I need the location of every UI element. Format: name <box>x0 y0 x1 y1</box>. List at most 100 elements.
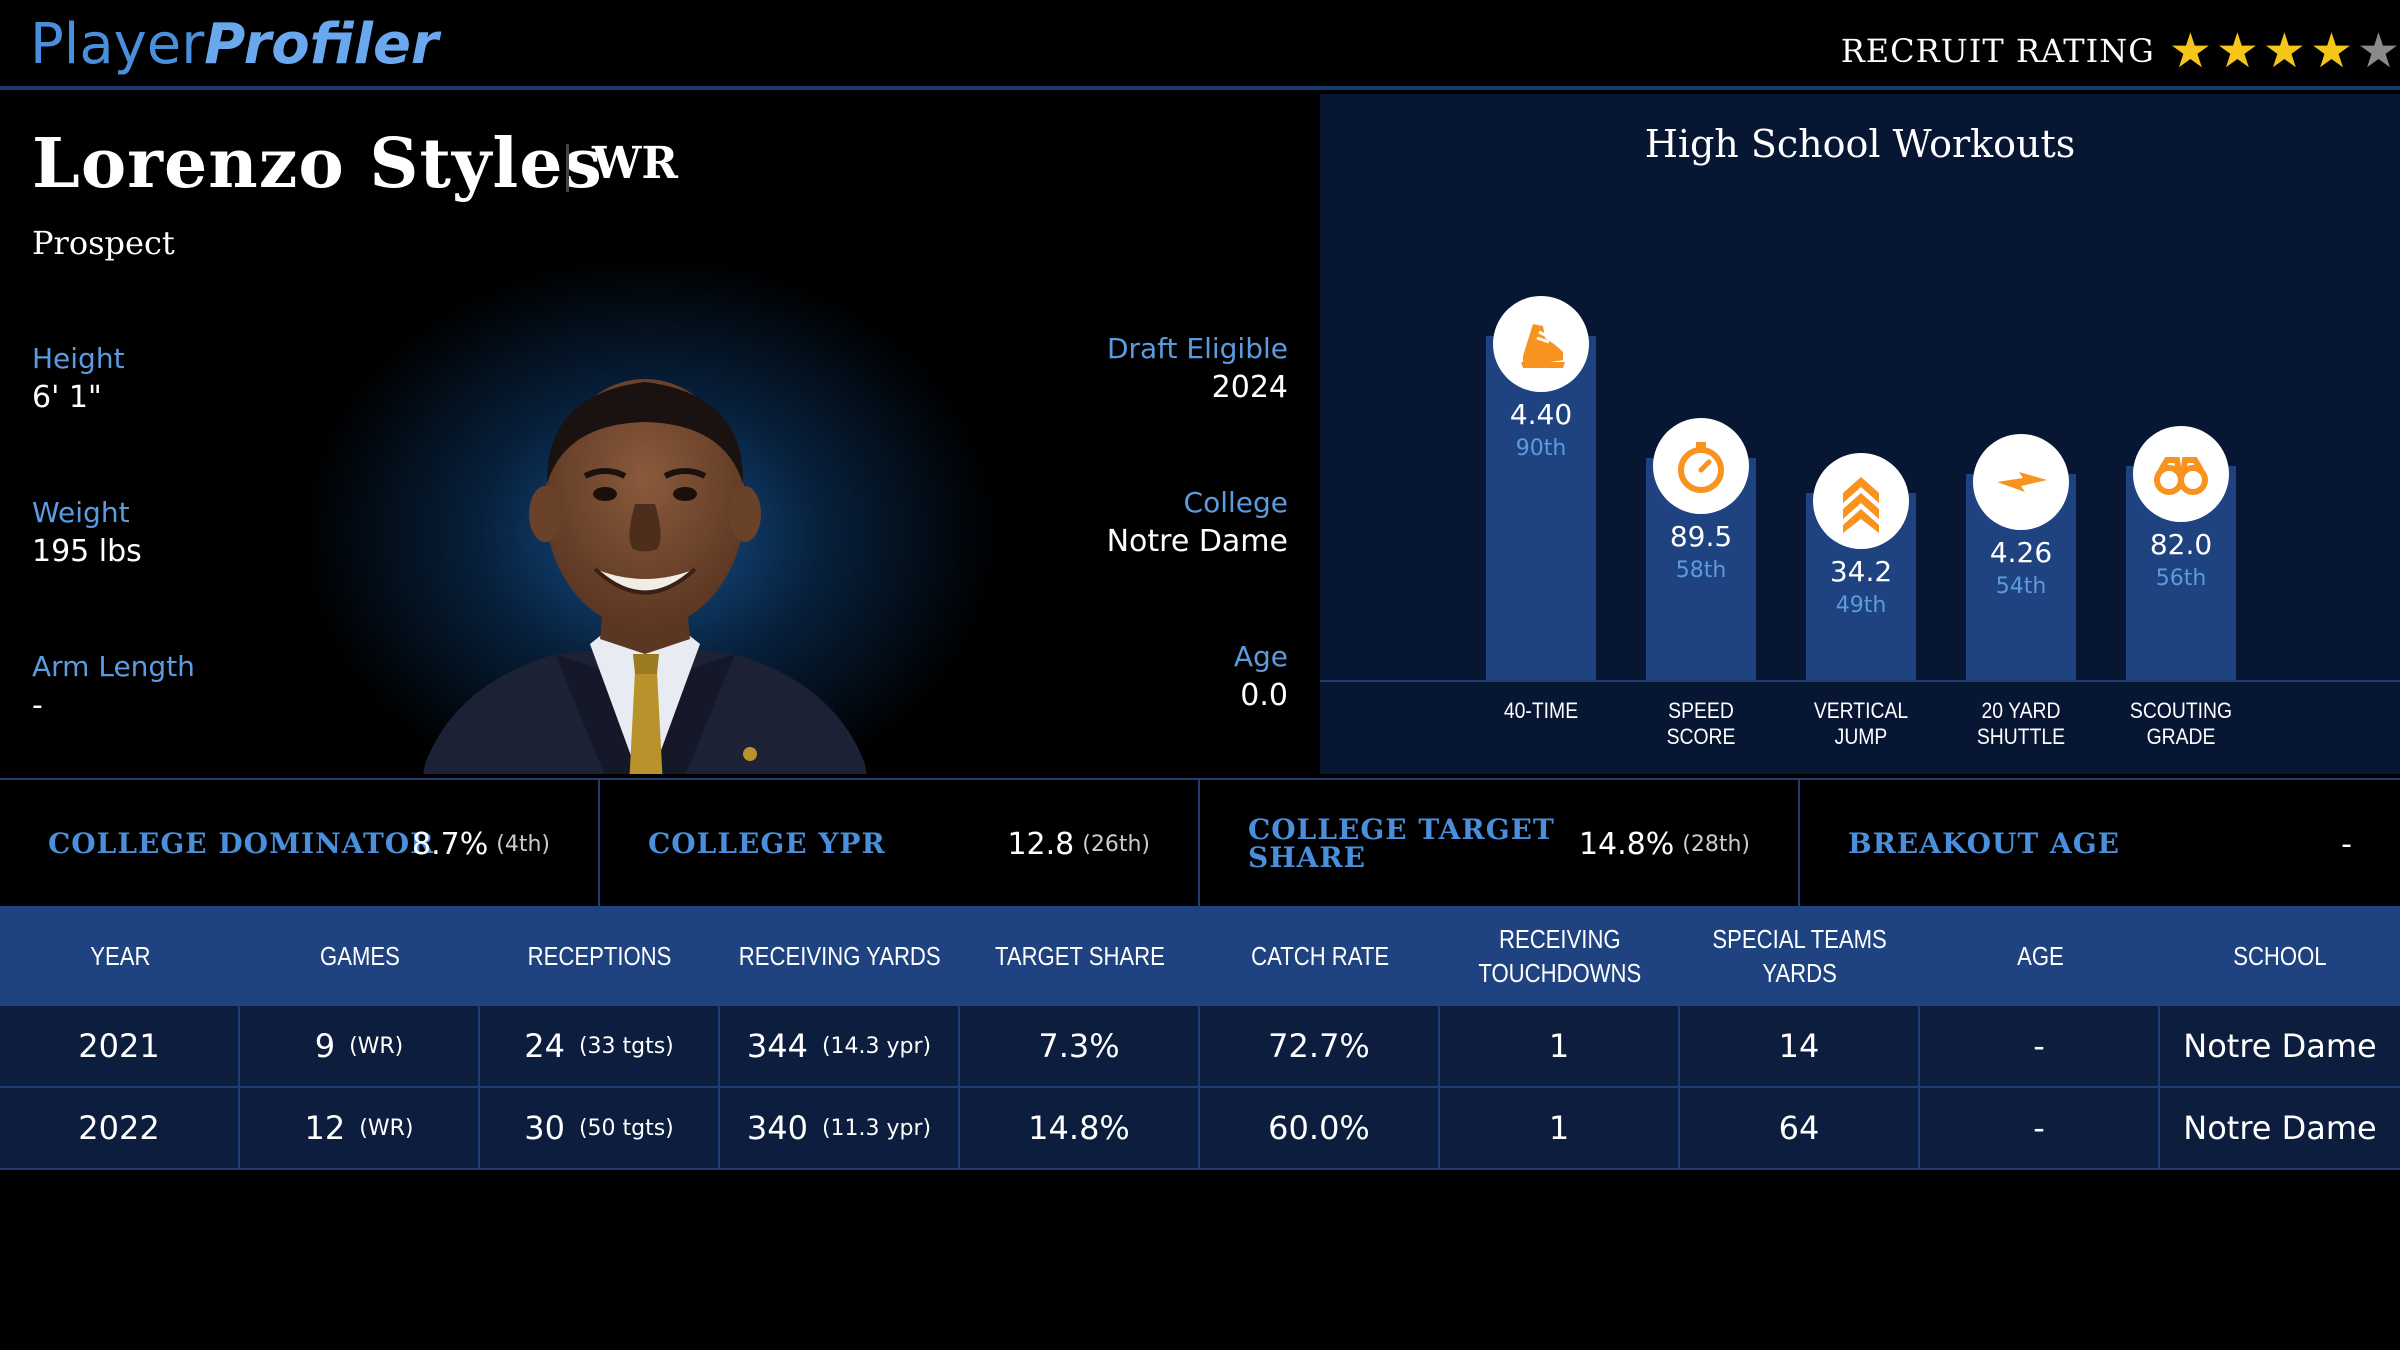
star-empty-icon: ★ <box>2356 23 2400 79</box>
stat-rank: (26th) <box>1082 831 1150 857</box>
stat-value: 14.8% (28th) <box>1579 780 1750 908</box>
stat-rank: (4th) <box>496 831 550 857</box>
table-column-header[interactable]: RECEIVING TOUCHDOWNS <box>1478 924 1642 988</box>
rating-stars: ★ ★ ★ ★ ★ <box>2169 26 2400 76</box>
table-column-header[interactable]: RECEIVING YARDS <box>739 941 941 971</box>
stat-label: COLLEGE YPR <box>648 780 886 908</box>
college-label: College <box>1183 486 1288 519</box>
stat-label: BREAKOUT AGE <box>1848 780 2120 908</box>
draft-eligible-label: Draft Eligible <box>1106 332 1288 365</box>
table-cell: 1 <box>1440 1006 1680 1086</box>
binoculars-icon <box>2133 456 2229 526</box>
player-photo <box>423 379 867 774</box>
cell-value: 344 <box>746 1027 808 1065</box>
workout-label-line1: 40-TIME <box>1503 698 1579 723</box>
player-status: Prospect <box>32 224 175 262</box>
workout-label: SCOUTING GRADE <box>2111 698 2252 750</box>
workout-label-line1: 20 YARD <box>1981 698 2061 723</box>
stat-cell: COLLEGE YPR 12.8 (26th) <box>600 780 1200 908</box>
logo-part-player: Player <box>30 12 205 77</box>
star-filled-icon: ★ <box>2309 23 2353 79</box>
cell-value: 340 <box>746 1109 808 1147</box>
table-cell: 7.3% <box>960 1006 1200 1086</box>
table-cell: 24 (33 tgts) <box>480 1006 720 1086</box>
stat-label-line2: SHARE <box>1248 841 1367 874</box>
stat-value: - <box>2341 780 2352 908</box>
cell-subvalue: (14.3 ypr) <box>821 1033 932 1059</box>
cell-value: Notre Dame <box>2183 1027 2377 1065</box>
table-cell: 9 (WR) <box>240 1006 480 1086</box>
workout-icon-badge <box>1493 296 1589 392</box>
workout-value: 4.40 <box>1509 398 1573 431</box>
cell-value: Notre Dame <box>2183 1109 2377 1147</box>
table-cell: 72.7% <box>1200 1006 1440 1086</box>
arm-length-value: - <box>32 688 43 723</box>
table-cell: 2022 <box>0 1088 240 1168</box>
site-logo[interactable]: PlayerProfiler <box>30 12 439 78</box>
position-divider <box>566 144 569 192</box>
workout-icon-badge <box>1653 418 1749 515</box>
table-column-header[interactable]: TARGET SHARE <box>995 941 1165 971</box>
table-cell: 1 <box>1440 1088 1680 1168</box>
workout-percentile: 90th <box>1515 436 1567 461</box>
player-profile-panel: Lorenzo Styles WR Prospect Height 6' 1" … <box>0 94 1320 774</box>
header-bar: PlayerProfiler RECRUIT RATING ★ ★ ★ ★ ★ <box>0 0 2400 90</box>
shoe-icon <box>1493 324 1589 396</box>
workouts-title: High School Workouts <box>1644 122 2076 166</box>
cell-value: 2021 <box>78 1027 160 1065</box>
cell-subvalue: (33 tgts) <box>578 1033 674 1059</box>
recruit-rating: RECRUIT RATING ★ ★ ★ ★ ★ <box>1841 26 2400 76</box>
workout-label-line1: VERTICAL <box>1813 698 1909 723</box>
stat-value-number: - <box>2341 826 2352 862</box>
table-column-header[interactable]: YEAR <box>89 941 151 971</box>
chevrons-up-icon <box>1813 476 1909 553</box>
college-value: Notre Dame <box>1106 524 1288 559</box>
workout-label-line2: GRADE <box>2146 724 2216 749</box>
workout-label: 40-TIME <box>1471 698 1612 724</box>
table-cell: Notre Dame <box>2160 1088 2400 1168</box>
table-column-header[interactable]: SPECIAL TEAMS YARDS <box>1712 924 1888 988</box>
workout-icon-badge <box>1973 433 2069 530</box>
workout-label-line1: SCOUTING <box>2129 698 2233 723</box>
stat-cell: COLLEGE TARGET SHARE 14.8% (28th) <box>1200 780 1800 908</box>
table-column-header[interactable]: RECEPTIONS <box>528 941 672 971</box>
cell-subvalue: (WR) <box>349 1033 404 1059</box>
stat-value: 8.7% (4th) <box>412 780 550 908</box>
logo-part-profiler: Profiler <box>204 12 439 77</box>
table-cell: 30 (50 tgts) <box>480 1088 720 1168</box>
stat-value-number: 14.8% <box>1578 826 1675 862</box>
workout-label: SPEED SCORE <box>1631 698 1772 750</box>
cell-value: 60.0% <box>1268 1109 1370 1147</box>
cell-value: - <box>2033 1027 2045 1065</box>
draft-eligible-value: 2024 <box>1211 370 1288 405</box>
table-cell: 12 (WR) <box>240 1088 480 1168</box>
cell-value: 1 <box>1548 1027 1570 1065</box>
workout-label: 20 YARD SHUTTLE <box>1951 698 2092 750</box>
star-filled-icon: ★ <box>2168 23 2212 79</box>
workout-label-line2: SHUTTLE <box>1976 724 2066 749</box>
table-cell: 64 <box>1680 1088 1920 1168</box>
table-cell: Notre Dame <box>2160 1006 2400 1086</box>
cell-value: 64 <box>1778 1109 1820 1147</box>
table-cell: - <box>1920 1088 2160 1168</box>
table-column-header[interactable]: CATCH RATE <box>1251 941 1389 971</box>
workout-value: 4.26 <box>1989 535 2053 569</box>
stat-value-number: 12.8 <box>1007 826 1075 862</box>
table-column-header[interactable]: GAMES <box>320 941 400 971</box>
workout-percentile: 56th <box>2155 565 2207 591</box>
arm-length-label: Arm Length <box>32 650 195 683</box>
cell-subvalue: (50 tgts) <box>578 1115 674 1141</box>
table-column-header[interactable]: SCHOOL <box>2233 941 2327 971</box>
player-position: WR <box>592 138 678 189</box>
cell-value: 30 <box>524 1109 565 1147</box>
workout-percentile: 54th <box>1995 573 2047 599</box>
player-name: Lorenzo Styles <box>32 124 603 204</box>
workout-value: 82.0 <box>2149 527 2213 561</box>
table-column-header[interactable]: AGE <box>2016 941 2064 971</box>
stat-label-line1: BREAKOUT AGE <box>1848 827 2120 860</box>
weight-value: 195 lbs <box>32 534 142 569</box>
age-value: 0.0 <box>1240 678 1288 713</box>
weight-label: Weight <box>32 496 130 529</box>
cell-value: 12 <box>304 1109 346 1147</box>
cell-value: 14.8% <box>1028 1109 1130 1147</box>
